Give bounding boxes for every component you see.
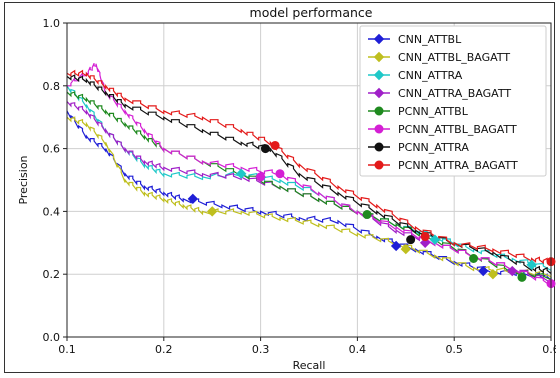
chart-frame: model performance 0.10.20.30.40.50.60.00…	[4, 2, 557, 373]
legend-marker	[374, 124, 384, 134]
series-line-pcnn-attbl-bagatt	[67, 62, 552, 288]
series-line-cnn-attbl-bagatt	[66, 116, 552, 278]
y-tick-label: 0.0	[43, 331, 61, 344]
marker-pcnn-attra-bagatt	[270, 140, 280, 150]
marker-pcnn-attbl-bagatt	[275, 169, 285, 179]
marker-cnn-attra-bagatt	[507, 265, 518, 277]
x-tick-label: 0.4	[349, 343, 367, 356]
legend-entry-cnn-attra-bagatt: CNN_ATTRA_BAGATT	[368, 87, 511, 100]
y-tick-label: 0.6	[43, 143, 61, 156]
legend-entry-cnn-attbl: CNN_ATTBL	[368, 33, 462, 46]
legend: CNN_ATTBL CNN_ATTBL_BAGATT CNN_ATTRA CNN_AT…	[359, 25, 547, 177]
legend-marker	[373, 87, 385, 99]
legend-entry-pcnn-attbl: PCNN_ATTBL	[368, 105, 469, 118]
legend-label: CNN_ATTRA_BAGATT	[398, 87, 511, 100]
legend-entry-pcnn-attra-bagatt: PCNN_ATTRA_BAGATT	[368, 159, 518, 172]
axis-ticks: 0.1 0.2 0.3 0.4 0.5 0.6 0.0 0.2 0.4 0.6 0.8 1.0	[43, 17, 557, 356]
series-lines	[66, 62, 552, 288]
y-tick-label: 0.4	[43, 205, 61, 218]
legend-label: CNN_ATTBL	[398, 33, 462, 46]
x-tick-label: 0.2	[155, 343, 173, 356]
x-tick-label: 0.6	[542, 343, 556, 356]
x-tick-label: 0.5	[445, 343, 463, 356]
plot-area-border	[66, 22, 552, 338]
x-tick-label: 0.1	[58, 343, 76, 356]
marker-cnn-attbl-bagatt	[487, 268, 499, 280]
x-tick-label: 0.3	[252, 343, 270, 356]
legend-marker	[373, 51, 385, 63]
legend-entry-cnn-attra: CNN_ATTRA	[368, 69, 463, 82]
legend-box	[359, 25, 547, 177]
marker-pcnn-attra	[406, 235, 416, 245]
legend-label: CNN_ATTRA	[398, 69, 463, 82]
x-axis-label: Recall	[293, 359, 326, 372]
legend-marker	[373, 33, 385, 45]
legend-marker	[374, 160, 384, 170]
marker-pcnn-attra-bagatt	[420, 232, 430, 242]
y-axis-label: Precision	[17, 155, 30, 204]
legend-entry-cnn-attbl-bagatt: CNN_ATTBL_BAGATT	[368, 51, 510, 64]
legend-label: PCNN_ATTBL_BAGATT	[398, 123, 517, 136]
legend-marker	[373, 69, 385, 81]
marker-cnn-attbl	[478, 265, 489, 277]
marker-cnn-attra	[236, 168, 247, 179]
legend-label: PCNN_ATTRA	[398, 141, 469, 154]
marker-cnn-attra-bagatt	[419, 237, 431, 249]
legend-label: PCNN_ATTRA_BAGATT	[398, 159, 518, 172]
series-line-cnn-attbl	[66, 110, 552, 282]
marker-pcnn-attbl	[517, 272, 527, 282]
marker-pcnn-attbl	[362, 210, 372, 220]
marker-cnn-attbl	[390, 240, 402, 252]
y-tick-label: 1.0	[43, 17, 61, 30]
marker-pcnn-attbl-bagatt	[256, 172, 266, 182]
y-tick-label: 0.8	[43, 80, 61, 93]
legend-marker	[374, 142, 384, 152]
series-line-pcnn-attra-bagatt	[66, 69, 552, 266]
marker-cnn-attbl-bagatt	[206, 206, 218, 217]
legend-label: PCNN_ATTBL	[398, 105, 469, 118]
marker-pcnn-attbl	[469, 254, 479, 263]
marker-pcnn-attra	[260, 144, 270, 154]
precision-recall-chart: model performance 0.10.20.30.40.50.60.00…	[17, 5, 557, 372]
series-line-pcnn-attra	[66, 74, 552, 275]
marker-cnn-attbl	[187, 193, 199, 205]
legend-marker	[374, 106, 384, 116]
legend-entry-pcnn-attbl-bagatt: PCNN_ATTBL_BAGATT	[368, 123, 517, 136]
chart-title: model performance	[250, 5, 373, 20]
legend-entry-pcnn-attra: PCNN_ATTRA	[368, 141, 469, 154]
marker-cnn-attbl-bagatt	[400, 243, 412, 255]
marker-cnn-attra	[429, 234, 441, 245]
legend-label: CNN_ATTBL_BAGATT	[398, 51, 510, 64]
series-markers	[187, 140, 556, 289]
marker-cnn-attra	[526, 259, 537, 270]
y-tick-label: 0.2	[43, 268, 61, 281]
